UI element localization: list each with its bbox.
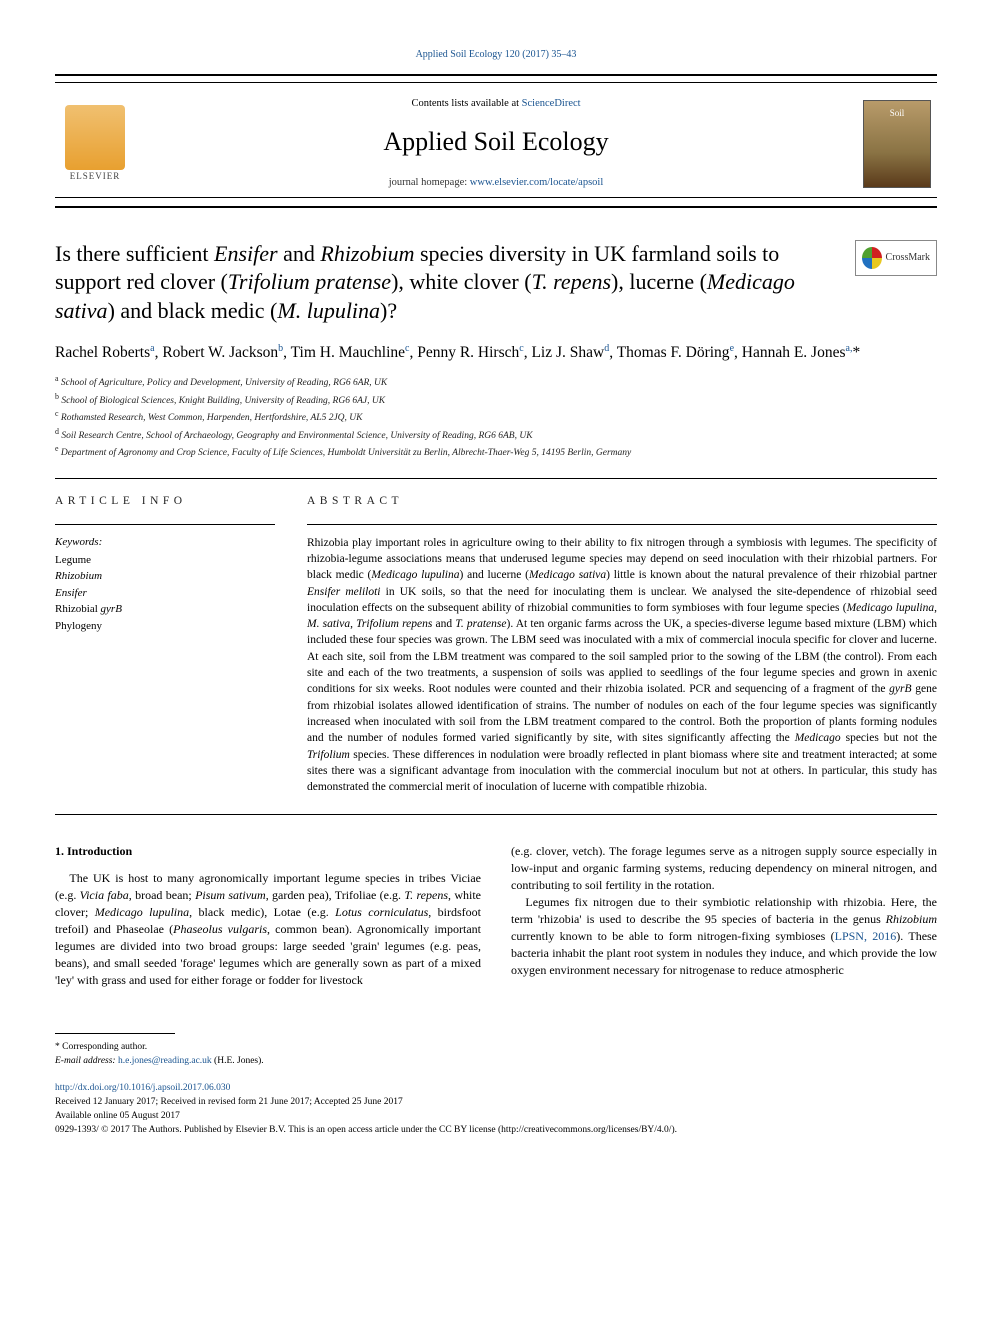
homepage-link[interactable]: www.elsevier.com/locate/apsoil: [470, 177, 603, 188]
journal-name: Applied Soil Ecology: [135, 124, 857, 160]
available-line: Available online 05 August 2017: [55, 1109, 937, 1123]
elsevier-logo: ELSEVIER: [55, 99, 135, 189]
keyword-item: Phylogeny: [55, 618, 275, 635]
corresponding-author: * Corresponding author.: [55, 1040, 937, 1054]
crossmark-label: CrossMark: [886, 251, 930, 265]
sciencedirect-link[interactable]: ScienceDirect: [522, 98, 581, 109]
rule-top-thick: [55, 74, 937, 76]
intro-heading: 1. Introduction: [55, 843, 481, 860]
abstract-column: ABSTRACT Rhizobia play important roles i…: [307, 493, 937, 795]
abstract-heading: ABSTRACT: [307, 493, 937, 509]
abstract-rule: [307, 524, 937, 525]
rule-bottom-thin: [55, 197, 937, 198]
intro-paragraph-2: (e.g. clover, vetch). The forage legumes…: [511, 843, 937, 894]
authors-list: Rachel Robertsa, Robert W. Jacksonb, Tim…: [55, 342, 937, 364]
body-two-column: 1. Introduction The UK is host to many a…: [55, 843, 937, 989]
rule-top-thin: [55, 82, 937, 83]
footer-rule: [55, 1033, 175, 1034]
article-info-column: ARTICLE INFO Keywords: LegumeRhizobiumEn…: [55, 493, 275, 795]
keyword-item: Rhizobium: [55, 568, 275, 585]
rule-before-abstract: [55, 478, 937, 479]
citation-line: Applied Soil Ecology 120 (2017) 35–43: [55, 48, 937, 62]
journal-cover: Soil: [857, 99, 937, 189]
info-rule: [55, 524, 275, 525]
article-title: Is there sufficient Ensifer and Rhizobiu…: [55, 240, 835, 326]
email-label: E-mail address:: [55, 1056, 118, 1066]
affiliation-line: c Rothamsted Research, West Common, Harp…: [55, 408, 937, 425]
rule-after-abstract: [55, 814, 937, 815]
footer-block: * Corresponding author. E-mail address: …: [55, 1033, 937, 1138]
abstract-text: Rhizobia play important roles in agricul…: [307, 535, 937, 796]
affiliation-line: e Department of Agronomy and Crop Scienc…: [55, 443, 937, 460]
keyword-item: Rhizobial gyrB: [55, 601, 275, 618]
email-suffix: (H.E. Jones).: [212, 1056, 264, 1066]
affiliations-block: a School of Agriculture, Policy and Deve…: [55, 373, 937, 460]
received-line: Received 12 January 2017; Received in re…: [55, 1095, 937, 1109]
doi-link[interactable]: http://dx.doi.org/10.1016/j.apsoil.2017.…: [55, 1083, 230, 1093]
journal-header: ELSEVIER Contents lists available at Sci…: [55, 91, 937, 195]
email-link[interactable]: h.e.jones@reading.ac.uk: [118, 1056, 212, 1066]
copyright-line: 0929-1393/ © 2017 The Authors. Published…: [55, 1123, 937, 1137]
rule-bottom-thick: [55, 206, 937, 208]
contents-lists-line: Contents lists available at ScienceDirec…: [135, 97, 857, 112]
email-line: E-mail address: h.e.jones@reading.ac.uk …: [55, 1054, 937, 1068]
contents-prefix: Contents lists available at: [411, 98, 521, 109]
keyword-item: Legume: [55, 552, 275, 569]
homepage-prefix: journal homepage:: [389, 177, 470, 188]
affiliation-line: d Soil Research Centre, School of Archae…: [55, 426, 937, 443]
elsevier-tree-icon: [65, 105, 125, 170]
affiliation-line: b School of Biological Sciences, Knight …: [55, 391, 937, 408]
intro-paragraph-3: Legumes fix nitrogen due to their symbio…: [511, 894, 937, 979]
journal-cover-image: Soil: [863, 100, 931, 188]
keywords-label: Keywords:: [55, 535, 275, 550]
elsevier-label: ELSEVIER: [70, 170, 121, 183]
crossmark-badge[interactable]: CrossMark: [855, 240, 937, 276]
keyword-item: Ensifer: [55, 585, 275, 602]
intro-paragraph-1: The UK is host to many agronomically imp…: [55, 870, 481, 989]
affiliation-line: a School of Agriculture, Policy and Deve…: [55, 373, 937, 390]
keywords-list: LegumeRhizobiumEnsiferRhizobial gyrBPhyl…: [55, 552, 275, 635]
article-info-heading: ARTICLE INFO: [55, 493, 275, 509]
homepage-line: journal homepage: www.elsevier.com/locat…: [135, 176, 857, 191]
crossmark-icon: [862, 247, 882, 269]
